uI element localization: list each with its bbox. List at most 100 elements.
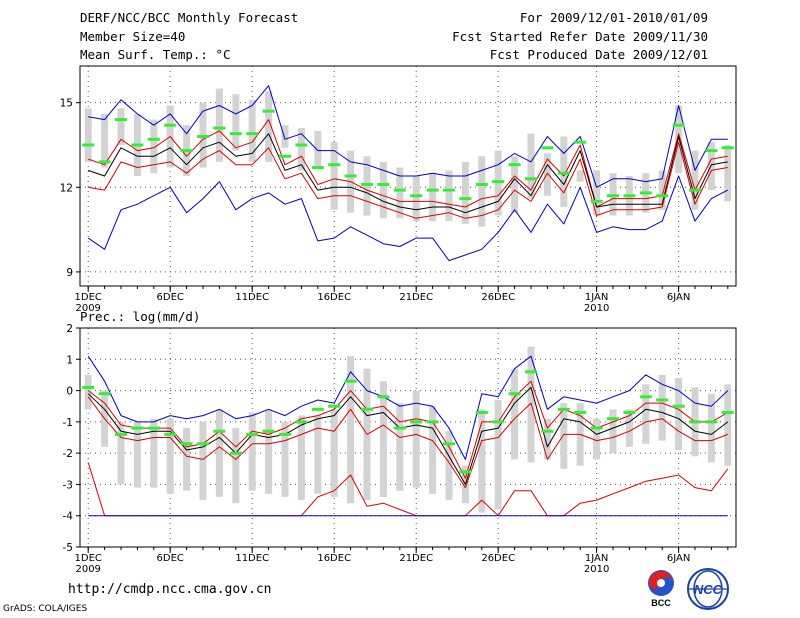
x-tick-label: 21DEC — [399, 553, 433, 564]
ensemble-mean-marker — [295, 420, 308, 424]
member-range-bar — [412, 176, 420, 222]
ensemble-mean-marker — [82, 385, 95, 389]
y-tick-label: 12 — [60, 182, 73, 194]
member-range-bar — [691, 150, 699, 210]
ensemble-mean-marker — [721, 146, 734, 150]
member-range-bar — [297, 415, 305, 501]
ensemble-mean-marker — [197, 442, 209, 446]
ensemble-mean-marker — [295, 143, 308, 147]
member-range-bar — [281, 421, 289, 497]
variable-label: Mean Surf. Temp.: °C — [80, 47, 231, 62]
ensemble-mean-marker — [213, 126, 226, 130]
member-range-bar — [347, 356, 355, 504]
member-range-bar — [150, 119, 158, 174]
source-url[interactable]: http://cmdp.ncc.cma.gov.cn — [68, 582, 272, 597]
ensemble-mean-marker — [197, 135, 209, 139]
ensemble-mean-marker — [689, 188, 701, 192]
member-range-bar — [445, 170, 453, 222]
ensemble-mean-marker — [705, 149, 718, 153]
ensemble-mean-marker — [656, 194, 669, 198]
ensemble-mean-marker — [164, 123, 177, 127]
ensemble-mean-marker — [147, 426, 160, 430]
bcc-logo: BCC — [648, 570, 674, 608]
member-range-bar — [675, 378, 683, 451]
ensemble-mean-marker — [98, 392, 111, 396]
ensemble-mean-marker — [541, 429, 554, 433]
member-range-bar — [314, 415, 322, 494]
ensemble-mean-marker — [180, 149, 193, 153]
x-tick-label: 6DEC — [157, 292, 184, 303]
member-range-bar — [84, 108, 92, 162]
member-range-bar — [248, 99, 256, 162]
ensemble-mean-marker — [229, 451, 242, 455]
ensemble-mean-marker — [279, 432, 291, 436]
ensemble-mean-marker — [246, 132, 259, 136]
ensemble-mean-marker — [574, 410, 587, 414]
bcc-logo-center — [657, 579, 665, 587]
member-range-bar — [330, 142, 338, 210]
ensemble-mean-marker — [344, 379, 357, 383]
member-range-bar — [232, 94, 240, 151]
member-range-bar — [265, 409, 273, 494]
series-mean-line — [87, 386, 729, 485]
member-range-bar — [379, 161, 387, 219]
member-range-bar — [396, 167, 404, 219]
ensemble-mean-marker — [426, 188, 439, 192]
member-range-bar — [330, 409, 338, 497]
member-range-bar — [478, 409, 486, 513]
y-tick-label: -4 — [63, 511, 74, 523]
member-range-bar — [248, 412, 256, 491]
x-year-label: 2009 — [75, 564, 100, 575]
y-tick-label: 15 — [60, 98, 73, 110]
ensemble-mean-marker — [607, 194, 619, 198]
member-range-bar — [675, 105, 683, 174]
ensemble-mean-marker — [361, 182, 373, 186]
ensemble-mean-marker — [443, 442, 455, 446]
produced-date: Fcst Produced Date 2009/12/01 — [489, 47, 708, 62]
member-range-bar — [724, 384, 732, 466]
x-tick-label: 6JAN — [667, 292, 690, 303]
ensemble-mean-marker — [262, 109, 275, 113]
member-range-bar — [412, 390, 420, 488]
forecast-period: For 2009/12/01-2010/01/09 — [519, 10, 708, 25]
member-range-bar — [297, 128, 305, 171]
ensemble-mean-marker — [311, 166, 324, 170]
series-upper-line — [87, 380, 729, 479]
ncc-logo: NCC — [687, 568, 729, 610]
series-mean-line — [88, 133, 728, 214]
ensemble-mean-marker — [525, 177, 537, 181]
member-range-bar — [379, 381, 387, 497]
ensemble-mean-marker — [459, 197, 472, 201]
member-range-bar — [593, 418, 601, 460]
member-range-bar — [117, 421, 125, 485]
member-range-bar — [707, 142, 715, 191]
bcc-logo-text: BCC — [651, 598, 671, 608]
member-range-bar — [232, 428, 240, 504]
ensemble-mean-marker — [147, 137, 160, 141]
member-range-bar — [429, 173, 437, 222]
x-year-label: 2010 — [584, 303, 609, 314]
y-tick-label: -1 — [63, 417, 73, 429]
x-tick-label: 16DEC — [317, 553, 351, 564]
ensemble-mean-marker — [393, 188, 406, 192]
ensemble-mean-marker — [426, 420, 439, 424]
x-tick-label: 11DEC — [235, 292, 269, 303]
ensemble-mean-marker — [246, 432, 259, 436]
ensemble-mean-marker — [311, 407, 324, 411]
member-range-bar — [183, 428, 191, 491]
ensemble-mean-marker — [393, 426, 406, 430]
x-tick-label: 6JAN — [667, 553, 690, 564]
member-range-bar — [215, 88, 223, 162]
ensemble-mean-marker — [590, 426, 603, 430]
x-tick-label: 1JAN — [585, 553, 608, 564]
ensemble-mean-marker — [164, 432, 177, 436]
x-tick-label: 1DEC — [75, 553, 102, 564]
member-range-bar — [625, 409, 633, 447]
member-range-bar — [133, 421, 141, 488]
ensemble-mean-marker — [557, 171, 570, 175]
ensemble-mean-marker — [639, 395, 652, 399]
member-range-bar — [658, 170, 666, 210]
x-tick-label: 1JAN — [585, 292, 608, 303]
